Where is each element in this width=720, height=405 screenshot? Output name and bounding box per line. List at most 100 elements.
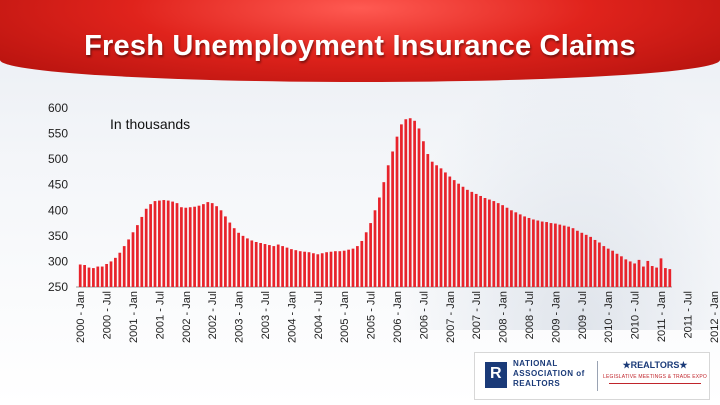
data-bar	[642, 266, 645, 287]
data-bar	[501, 205, 504, 287]
data-bar	[131, 232, 135, 287]
title-banner	[0, 0, 720, 82]
x-tick-label: 2008 - Jul	[524, 291, 536, 339]
data-bar	[364, 232, 368, 287]
data-bar	[457, 183, 460, 287]
x-tick-label: 2009 - Jan	[550, 291, 562, 343]
data-bar	[655, 267, 658, 287]
data-bar	[294, 250, 298, 287]
nar-logo-text: NATIONAL ASSOCIATION of REALTORS	[513, 359, 585, 388]
data-bar	[254, 241, 258, 287]
data-bar	[109, 261, 113, 287]
data-bar	[386, 165, 390, 287]
data-bar	[417, 128, 421, 287]
data-bar	[567, 226, 570, 287]
data-bar	[184, 207, 188, 287]
data-bar	[584, 234, 588, 287]
data-bar	[210, 203, 214, 287]
realtor-r-icon	[485, 362, 507, 388]
data-bar	[83, 265, 86, 287]
data-bar	[338, 251, 342, 287]
data-bar	[237, 232, 240, 287]
data-bar	[241, 235, 245, 287]
data-bar	[144, 208, 148, 287]
y-tick-label: 500	[48, 152, 68, 166]
data-bar	[351, 248, 355, 287]
data-bar	[188, 207, 192, 287]
data-bar	[197, 205, 201, 287]
data-bar	[488, 199, 491, 287]
data-bar	[382, 182, 386, 287]
data-bar	[149, 204, 152, 287]
data-bar	[549, 223, 553, 287]
x-tick-label: 2002 - Jan	[181, 291, 193, 343]
data-bar	[571, 228, 575, 287]
x-tick-label: 2001 - Jan	[128, 291, 140, 343]
slide-title: Fresh Unemployment Insurance Claims	[84, 30, 636, 62]
data-bar	[426, 154, 430, 287]
data-bar	[536, 220, 540, 287]
x-tick-label: 2006 - Jan	[392, 291, 404, 343]
x-tick-label: 2004 - Jul	[313, 291, 325, 339]
data-bar	[136, 225, 139, 287]
data-bar	[263, 244, 267, 287]
data-bar	[505, 207, 509, 287]
data-bar	[224, 216, 227, 287]
x-tick-label: 2009 - Jul	[577, 291, 589, 339]
data-bar	[391, 151, 394, 287]
data-bar	[285, 247, 289, 287]
data-bar	[347, 249, 350, 287]
data-bar	[602, 246, 606, 287]
data-bar	[325, 252, 328, 287]
data-bar	[518, 214, 522, 287]
data-bar	[96, 266, 100, 287]
data-bar	[87, 267, 91, 287]
x-tick-label: 2008 - Jan	[498, 291, 510, 343]
x-tick-label: 2006 - Jul	[418, 291, 430, 339]
data-bar	[523, 216, 526, 287]
data-bar	[413, 120, 416, 287]
data-bar	[114, 257, 117, 287]
data-bar	[206, 202, 210, 287]
data-bar	[219, 210, 223, 287]
data-bar	[444, 172, 447, 287]
data-bar	[615, 253, 619, 287]
x-tick-label: 2000 - Jul	[102, 291, 114, 339]
data-bar	[659, 258, 663, 287]
data-bar	[100, 266, 104, 287]
data-bar	[624, 259, 628, 287]
y-tick-label: 600	[48, 101, 68, 115]
data-bar	[127, 239, 130, 287]
data-bar	[272, 246, 276, 287]
data-bar	[479, 195, 482, 287]
data-bar	[259, 243, 262, 287]
data-bar	[250, 240, 254, 287]
data-bar	[514, 212, 518, 287]
data-bar	[228, 222, 232, 287]
data-bar	[153, 201, 157, 287]
x-tick-label: 2001 - Jul	[154, 291, 166, 339]
data-bar	[118, 252, 122, 287]
data-bar	[593, 239, 597, 287]
data-bar	[422, 141, 425, 287]
data-bar	[646, 260, 650, 287]
data-bar	[290, 249, 293, 287]
data-bar	[105, 263, 108, 287]
data-bar	[158, 200, 161, 287]
data-bar	[474, 193, 478, 287]
data-bar	[461, 186, 465, 287]
data-bar	[268, 245, 271, 287]
data-bar	[329, 251, 333, 287]
data-bar	[562, 225, 566, 287]
data-bar	[576, 230, 579, 287]
data-bar	[175, 203, 179, 287]
data-bar	[510, 210, 513, 287]
data-bar	[668, 269, 672, 287]
data-bar	[466, 189, 469, 287]
data-bar	[232, 228, 236, 287]
data-bar	[545, 222, 548, 287]
data-bar	[378, 197, 381, 287]
x-tick-label: 2003 - Jul	[260, 291, 272, 339]
